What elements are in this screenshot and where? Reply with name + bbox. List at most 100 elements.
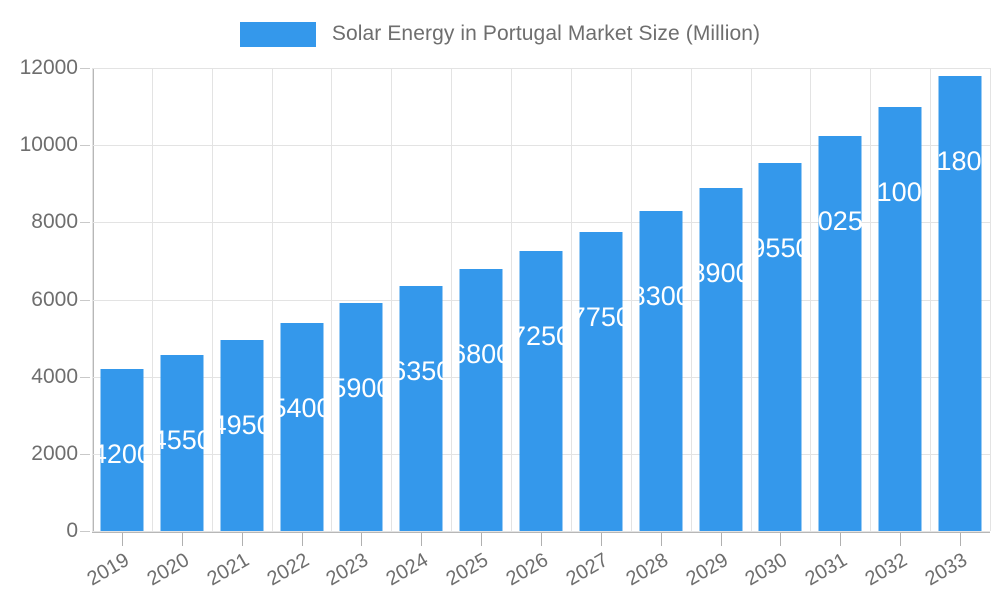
x-axis-tick-mark bbox=[481, 533, 482, 546]
bar[interactable]: 8900 bbox=[699, 187, 743, 531]
x-axis-tick-mark bbox=[960, 533, 961, 546]
y-axis-tick-mark bbox=[80, 68, 90, 69]
bar-slot: 8300 bbox=[631, 68, 691, 531]
gridline-vertical bbox=[152, 68, 153, 531]
gridline-vertical bbox=[930, 68, 931, 531]
bar-slot: 7250 bbox=[511, 68, 571, 531]
y-axis-tick-mark bbox=[80, 453, 90, 455]
bar[interactable]: 4200 bbox=[100, 368, 144, 531]
gridline-vertical bbox=[870, 68, 871, 531]
x-axis-tick-label: 2026 bbox=[502, 549, 552, 591]
bar-slot: 4950 bbox=[212, 68, 272, 531]
gridline-horizontal bbox=[92, 531, 990, 532]
bar-slot: 5400 bbox=[272, 68, 332, 531]
bar-slot: 4200 bbox=[92, 68, 152, 531]
bar-slot: 4550 bbox=[152, 68, 212, 531]
bar[interactable]: 4950 bbox=[220, 340, 264, 531]
gridline-horizontal bbox=[92, 68, 990, 69]
y-axis-tick-label: 12000 bbox=[19, 56, 78, 79]
x-axis-tick-label: 2024 bbox=[382, 549, 433, 591]
gridline-vertical bbox=[631, 68, 632, 531]
bar[interactable]: 5900 bbox=[339, 303, 383, 531]
gridline-vertical bbox=[92, 68, 93, 531]
plot-area: 4200 4550 4950 5400 5900 6350 6800 7250 7750 8300… bbox=[92, 68, 991, 532]
bar-slot: 6800 bbox=[451, 68, 511, 531]
y-axis-tick-mark bbox=[80, 145, 90, 147]
x-axis-tick-mark bbox=[122, 533, 123, 546]
x-axis-tick-mark bbox=[900, 533, 901, 546]
bar-slot: 5900 bbox=[331, 68, 391, 531]
bar[interactable]: 8300 bbox=[639, 210, 683, 531]
bar-slot: 7750 bbox=[571, 68, 631, 531]
bar[interactable]: 7750 bbox=[579, 231, 623, 531]
x-axis-tick-label: 2025 bbox=[442, 549, 493, 591]
x-axis-tick-mark bbox=[840, 533, 841, 546]
bar-data-label: 11800 bbox=[938, 145, 982, 176]
bar[interactable]: 7250 bbox=[519, 251, 563, 531]
bar-data-label: 6350 bbox=[400, 356, 443, 386]
x-axis-tick-label: 2019 bbox=[83, 549, 133, 591]
x-axis-tick-mark bbox=[421, 533, 422, 546]
bar-data-label: 10250 bbox=[818, 205, 862, 236]
bar-slot: 9550 bbox=[751, 68, 811, 531]
bar-data-label: 7250 bbox=[519, 321, 562, 352]
gridline-vertical bbox=[212, 68, 213, 531]
bar[interactable]: 6800 bbox=[459, 268, 503, 531]
y-axis-tick-label: 4000 bbox=[31, 364, 78, 388]
bar-slot: 10250 bbox=[810, 68, 870, 531]
x-axis-tick-mark bbox=[361, 533, 362, 546]
bar-slot: 11800 bbox=[930, 68, 990, 531]
gridline-vertical bbox=[391, 68, 392, 531]
x-axis-tick-label: 2021 bbox=[203, 549, 253, 591]
gridline-vertical bbox=[272, 68, 273, 531]
bar[interactable]: 10250 bbox=[818, 135, 862, 531]
x-axis-tick-label: 2027 bbox=[562, 549, 612, 591]
chart-legend: Solar Energy in Portugal Market Size (Mi… bbox=[0, 14, 1000, 54]
gridline-vertical bbox=[571, 68, 572, 531]
x-axis-tick-label: 2033 bbox=[921, 549, 972, 591]
y-axis-tick-label: 6000 bbox=[31, 287, 78, 311]
y-axis-tick-label: 10000 bbox=[19, 133, 78, 157]
bar-data-label: 8300 bbox=[639, 280, 682, 311]
bar-data-label: 7750 bbox=[579, 301, 622, 332]
legend-swatch-series-1[interactable] bbox=[239, 21, 316, 47]
y-axis-tick-mark bbox=[80, 376, 90, 378]
gridline-vertical bbox=[511, 68, 512, 531]
bar[interactable]: 11000 bbox=[878, 106, 922, 531]
gridline-vertical bbox=[451, 68, 452, 531]
bar-data-label: 9550 bbox=[759, 232, 802, 263]
x-axis-tick-label: 2022 bbox=[262, 549, 313, 591]
gridline-vertical bbox=[990, 68, 991, 531]
bar-data-label: 5400 bbox=[280, 392, 323, 423]
bar-slot: 11000 bbox=[870, 68, 930, 531]
bar-data-label: 8900 bbox=[699, 257, 742, 288]
gridline-vertical bbox=[810, 68, 811, 531]
bar-slot: 6350 bbox=[391, 68, 451, 531]
x-axis-tick-mark bbox=[721, 533, 722, 546]
gridline-horizontal bbox=[92, 145, 990, 147]
bar[interactable]: 4550 bbox=[160, 355, 204, 531]
bar-data-label: 11000 bbox=[878, 176, 922, 207]
y-axis-tick-mark bbox=[80, 531, 90, 532]
y-axis-tick-label: 0 bbox=[66, 519, 78, 542]
bar[interactable]: 11800 bbox=[938, 75, 982, 531]
bar[interactable]: 6350 bbox=[399, 286, 443, 531]
bar-data-label: 4550 bbox=[160, 425, 203, 456]
x-axis-line bbox=[92, 531, 990, 533]
x-axis-tick-mark bbox=[661, 533, 662, 546]
legend-label-series-1: Solar Energy in Portugal Market Size (Mi… bbox=[331, 22, 761, 45]
gridline-vertical bbox=[331, 68, 332, 531]
bar[interactable]: 9550 bbox=[758, 162, 802, 531]
x-axis-tick-label: 2028 bbox=[622, 549, 672, 591]
x-axis-tick-mark bbox=[541, 533, 542, 546]
gridline-vertical bbox=[691, 68, 692, 531]
x-axis-tick-label: 2032 bbox=[861, 549, 912, 591]
x-axis-tick-mark bbox=[182, 533, 183, 546]
x-axis-tick-mark bbox=[302, 533, 303, 546]
bar-data-label: 4200 bbox=[100, 438, 143, 469]
bar-data-label: 6800 bbox=[460, 338, 503, 369]
bar[interactable]: 5400 bbox=[280, 322, 324, 531]
y-axis-tick-label: 8000 bbox=[31, 210, 78, 234]
gridline-horizontal bbox=[92, 222, 990, 224]
